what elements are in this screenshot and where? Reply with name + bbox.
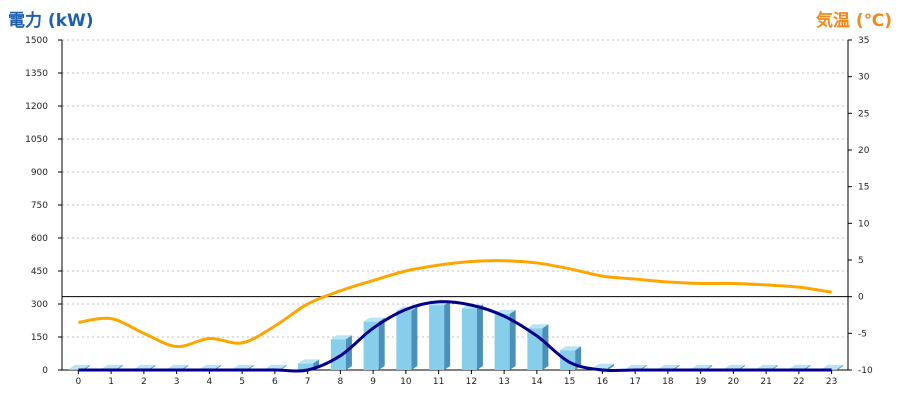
bar-top xyxy=(363,317,385,322)
x-tick-label: 20 xyxy=(728,377,740,387)
right-tick-label: -10 xyxy=(858,366,873,376)
bar-top xyxy=(330,335,352,340)
x-tick-label: 11 xyxy=(433,377,444,387)
bar xyxy=(396,310,412,370)
x-tick-label: 2 xyxy=(141,377,147,387)
x-tick-label: 18 xyxy=(662,377,674,387)
bar xyxy=(68,368,84,370)
temperature-line xyxy=(78,259,832,349)
bar-top xyxy=(167,364,189,369)
x-tick-label: 3 xyxy=(174,377,180,387)
bar-top xyxy=(101,364,123,369)
left-tick-label: 900 xyxy=(31,168,48,178)
left-tick-label: 1500 xyxy=(25,36,48,46)
right-tick-label: -5 xyxy=(858,329,867,339)
bar-side xyxy=(837,364,844,370)
x-tick-label: 4 xyxy=(207,377,213,387)
bar-top xyxy=(298,359,320,364)
right-tick-label: 25 xyxy=(858,109,869,119)
right-tick-label: 10 xyxy=(858,219,870,229)
x-tick-label: 1 xyxy=(108,377,114,387)
bar-side xyxy=(280,364,287,370)
bar-top xyxy=(134,364,156,369)
bar xyxy=(461,308,477,370)
x-tick-label: 22 xyxy=(793,377,804,387)
bar-top xyxy=(592,363,614,368)
left-tick-label: 600 xyxy=(31,234,48,244)
bar-top xyxy=(822,364,844,369)
bar-top xyxy=(527,324,549,329)
x-tick-label: 10 xyxy=(400,377,412,387)
x-tick-label: 6 xyxy=(272,377,278,387)
power-line xyxy=(78,300,832,373)
x-tick-label: 16 xyxy=(597,377,609,387)
x-tick-label: 0 xyxy=(76,377,82,387)
right-tick-label: 35 xyxy=(858,36,869,46)
bar-top xyxy=(560,346,582,351)
bar xyxy=(429,305,445,370)
x-tick-label: 17 xyxy=(629,377,640,387)
left-tick-label: 1050 xyxy=(25,135,48,145)
right-tick-label: 0 xyxy=(858,293,864,303)
bar-side xyxy=(476,304,483,370)
bar-top xyxy=(723,364,745,369)
bar-top xyxy=(232,364,254,369)
x-tick-label: 15 xyxy=(564,377,575,387)
bar-side xyxy=(607,363,614,370)
x-tick-label: 13 xyxy=(498,377,509,387)
left-tick-label: 750 xyxy=(31,201,48,211)
bar xyxy=(330,339,346,370)
bar-side xyxy=(444,301,451,370)
x-tick-label: 9 xyxy=(370,377,376,387)
left-axis-title: 電力 (kW) xyxy=(8,11,94,31)
x-tick-label: 19 xyxy=(695,377,707,387)
left-tick-label: 1350 xyxy=(25,69,48,79)
bar-side xyxy=(345,335,352,370)
bar-side xyxy=(542,324,549,370)
x-tick-label: 7 xyxy=(305,377,311,387)
bar-top xyxy=(68,364,90,369)
x-tick-label: 21 xyxy=(760,377,771,387)
right-tick-label: 20 xyxy=(858,146,870,156)
bar-top xyxy=(691,364,713,369)
right-tick-label: 30 xyxy=(858,73,870,83)
right-axis-title: 気温 (℃) xyxy=(815,11,892,31)
bar xyxy=(494,313,510,370)
bar xyxy=(298,363,314,370)
bar-top xyxy=(789,364,811,369)
x-tick-label: 12 xyxy=(466,377,477,387)
left-tick-label: 150 xyxy=(31,333,48,343)
left-tick-label: 300 xyxy=(31,300,48,310)
left-tick-label: 450 xyxy=(31,267,48,277)
left-tick-label: 0 xyxy=(42,366,48,376)
bar-top xyxy=(756,364,778,369)
bar-top xyxy=(658,364,680,369)
bar-top xyxy=(625,364,647,369)
x-tick-label: 14 xyxy=(531,377,543,387)
x-tick-label: 23 xyxy=(826,377,837,387)
bar-top xyxy=(199,364,221,369)
bar-side xyxy=(509,309,516,370)
right-tick-label: 5 xyxy=(858,256,864,266)
x-tick-label: 8 xyxy=(338,377,344,387)
bar-top xyxy=(265,364,287,369)
bar-side xyxy=(378,317,385,370)
right-tick-label: 15 xyxy=(858,183,869,193)
bar-side xyxy=(411,306,418,370)
x-tick-label: 5 xyxy=(239,377,245,387)
left-tick-label: 1200 xyxy=(25,102,48,112)
